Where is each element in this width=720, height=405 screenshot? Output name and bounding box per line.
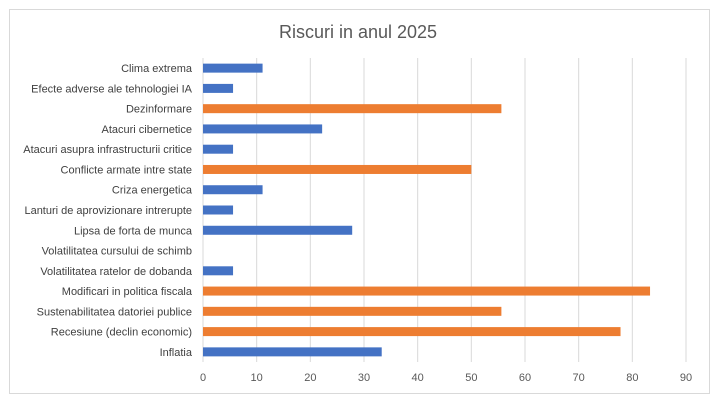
category-labels: Clima extrema Efecte adverse ale tehnolog…: [23, 63, 193, 359]
x-tick-label: 70: [573, 372, 585, 384]
bar: [203, 347, 382, 357]
x-tick-label: 90: [680, 372, 692, 384]
x-tick-label: 0: [200, 372, 206, 384]
bar: [203, 225, 353, 235]
category-label: Efecte adverse ale tehnologiei IA: [31, 83, 192, 95]
x-tick-label: 50: [465, 372, 477, 384]
bar: [203, 286, 651, 296]
x-tick-label: 10: [251, 372, 263, 384]
category-label: Lanturi de aprovizionare intrerupte: [24, 205, 192, 217]
x-tick-label: 30: [358, 372, 370, 384]
bar: [203, 83, 234, 93]
bar: [203, 63, 263, 73]
category-label: Sustenabilitatea datoriei publice: [37, 306, 192, 318]
category-label: Lipsa de forta de munca: [74, 225, 193, 237]
category-label: Volatilitatea ratelor de dobanda: [40, 266, 193, 278]
category-label: Clima extrema: [121, 63, 193, 75]
bar: [203, 144, 234, 154]
bar: [203, 327, 621, 337]
bar: [203, 104, 502, 114]
x-tick-label: 60: [519, 372, 531, 384]
gridlines: [202, 58, 687, 362]
x-tick-label: 20: [304, 372, 316, 384]
category-label: Criza energetica: [112, 185, 193, 197]
bar: [203, 266, 234, 276]
x-tick-labels: 0 10 20 30 40 50 60 70 80 90: [200, 372, 692, 384]
bar: [203, 205, 234, 215]
category-label: Recesiune (declin economic): [51, 327, 192, 339]
bars: [203, 63, 651, 357]
category-label: Atacuri cibernetice: [102, 124, 193, 136]
bar: [203, 306, 502, 316]
category-label: Dezinformare: [126, 104, 192, 116]
x-tick-label: 80: [626, 372, 638, 384]
bar: [203, 185, 263, 195]
category-label: Conflicte armate intre state: [61, 164, 192, 176]
bar: [203, 164, 472, 174]
x-tick-label: 40: [412, 372, 424, 384]
category-label: Atacuri asupra infrastructurii critice: [23, 144, 192, 156]
chart-title: Riscuri in anul 2025: [279, 22, 437, 42]
bar: [203, 124, 323, 134]
category-label: Inflatia: [160, 347, 193, 359]
category-label: Modificari in politica fiscala: [62, 286, 193, 298]
category-label: Volatilitatea cursului de schimb: [42, 246, 192, 258]
